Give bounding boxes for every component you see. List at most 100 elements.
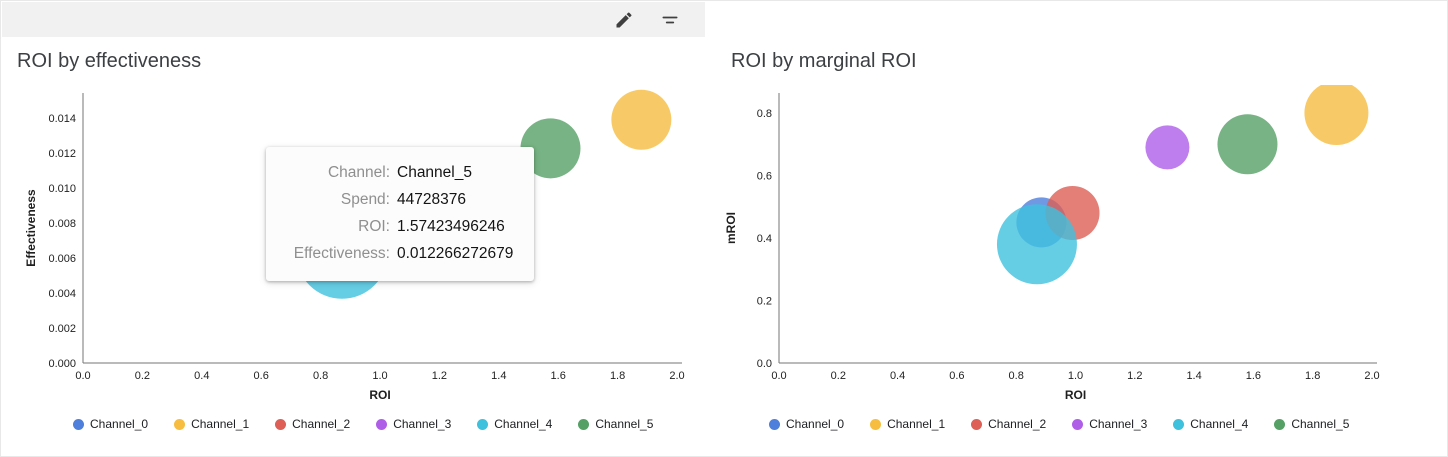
tooltip-label: ROI: [358, 218, 390, 235]
x-tick-label: 0.8 [1009, 370, 1024, 382]
x-tick-label: 1.6 [1246, 370, 1261, 382]
legend-label: Channel_4 [1190, 417, 1249, 431]
y-tick-label: 0.002 [48, 323, 76, 335]
y-tick-label: 0.8 [757, 108, 772, 120]
y-tick-label: 0.004 [48, 288, 76, 300]
legend-dot [769, 418, 780, 430]
x-tick-label: 0.6 [949, 370, 964, 382]
legend-label: Channel_2 [292, 417, 351, 431]
chart-card-roi-mroi: ROI by marginal ROI 0.0 0.2 0.4 0.6 0.8 1.0 1.… [705, 37, 1447, 456]
y-tick-label: 0.008 [48, 218, 76, 230]
tooltip-label: Effectiveness: [293, 245, 390, 262]
bubble-Channel_1[interactable] [1304, 85, 1369, 145]
x-axis-title: ROI [1065, 388, 1086, 402]
legend-label: Channel_5 [595, 417, 654, 431]
y-tick-label: 0.006 [48, 253, 76, 265]
bubble-Channel_5[interactable] [520, 118, 581, 179]
legend-item-Channel_1[interactable]: Channel_1 [174, 417, 249, 431]
chart-tooltip: Channel: Channel_5 Spend: 44728376 ROI: … [266, 147, 534, 281]
legend-dot [376, 418, 388, 430]
x-tick-label: 1.4 [491, 370, 506, 382]
legend-dot [73, 418, 84, 430]
x-tick-label: 1.6 [551, 370, 566, 382]
x-tick-label: 0.4 [194, 370, 209, 382]
legend-label: Channel_3 [393, 417, 452, 431]
legend-label: Channel_4 [494, 417, 553, 431]
legend-dot [971, 418, 983, 430]
legend-item-Channel_5[interactable]: Channel_5 [578, 417, 653, 431]
chart-title-roi-mroi: ROI by marginal ROI [731, 50, 917, 72]
x-tick-label: 1.8 [610, 370, 625, 382]
filter-icon[interactable] [657, 7, 683, 33]
bubble-Channel_5[interactable] [1217, 114, 1278, 175]
legend-label: Channel_0 [90, 417, 149, 431]
legend-item-Channel_0[interactable]: Channel_0 [769, 417, 844, 431]
bubble-Channel_3[interactable] [1145, 125, 1190, 170]
y-tick-label: 0.0 [757, 358, 772, 370]
x-tick-label: 1.0 [372, 370, 387, 382]
legend-roi-mroi: Channel_0 Channel_1 Channel_2 Channel_3 Chan… [769, 417, 1349, 431]
roi-mroi-chart: 0.0 0.2 0.4 0.6 0.8 1.0 1.2 1.4 1.6 1.8 2.0 0.0 0.2 0… [724, 85, 1380, 402]
y-axis-title: Effectiveness [24, 189, 38, 267]
legend-dot [1274, 418, 1286, 430]
legend-roi-effectiveness: Channel_0 Channel_1 Channel_2 Channel_3 Chan… [73, 417, 653, 431]
legend-label: Channel_3 [1089, 417, 1148, 431]
legend-item-Channel_2[interactable]: Channel_2 [275, 417, 350, 431]
y-tick-label: 0.014 [48, 113, 76, 125]
x-tick-label: 1.2 [1127, 370, 1142, 382]
y-tick-label: 0.012 [48, 148, 76, 160]
y-tick-label: 0.000 [48, 358, 76, 370]
legend-dot [174, 418, 186, 430]
x-tick-label: 1.4 [1186, 370, 1201, 382]
x-tick-label: 0.2 [135, 370, 150, 382]
y-tick-label: 0.2 [757, 296, 772, 308]
legend-label: Channel_5 [1291, 417, 1350, 431]
x-tick-label: 0.2 [831, 370, 846, 382]
tooltip-value: Channel_5 [397, 164, 472, 181]
x-tick-label: 1.8 [1305, 370, 1320, 382]
x-tick-label: 2.0 [669, 370, 684, 382]
bubble-Channel_1[interactable] [611, 89, 672, 150]
x-tick-label: 0.4 [890, 370, 905, 382]
legend-item-Channel_5[interactable]: Channel_5 [1274, 417, 1349, 431]
legend-label: Channel_1 [887, 417, 946, 431]
x-tick-label: 1.2 [432, 370, 447, 382]
tooltip-value: 0.012266272679 [397, 245, 514, 262]
x-tick-label: 2.0 [1364, 370, 1379, 382]
x-tick-label: 0.0 [771, 370, 786, 382]
chart-title-roi-effectiveness: ROI by effectiveness [17, 50, 202, 72]
x-tick-label: 0.6 [254, 370, 269, 382]
legend-item-Channel_2[interactable]: Channel_2 [971, 417, 1046, 431]
y-tick-label: 0.010 [48, 183, 76, 195]
x-tick-label: 0.0 [75, 370, 90, 382]
tooltip-label: Spend: [340, 191, 390, 208]
tooltip-label: Channel: [327, 164, 390, 181]
legend-label: Channel_0 [786, 417, 845, 431]
x-tick-label: 0.8 [313, 370, 328, 382]
legend-item-Channel_3[interactable]: Channel_3 [376, 417, 451, 431]
legend-item-Channel_4[interactable]: Channel_4 [1173, 417, 1248, 431]
tooltip-value: 1.57423496246 [397, 218, 505, 235]
legend-label: Channel_2 [988, 417, 1047, 431]
edit-icon[interactable] [611, 7, 637, 33]
legend-dot [477, 418, 489, 430]
legend-item-Channel_0[interactable]: Channel_0 [73, 417, 148, 431]
legend-dot [870, 418, 882, 430]
x-tick-label: 1.0 [1068, 370, 1083, 382]
legend-item-Channel_4[interactable]: Channel_4 [477, 417, 552, 431]
chart-toolbar [2, 2, 705, 37]
y-axis-title: mROI [724, 212, 738, 244]
legend-item-Channel_1[interactable]: Channel_1 [870, 417, 945, 431]
legend-dot [1173, 418, 1185, 430]
legend-label: Channel_1 [191, 417, 250, 431]
legend-dot [578, 418, 590, 430]
y-tick-label: 0.4 [757, 233, 772, 245]
bubble-Channel_4[interactable] [996, 204, 1077, 285]
y-tick-label: 0.6 [757, 171, 772, 183]
legend-dot [275, 418, 287, 430]
tooltip-value: 44728376 [397, 191, 466, 208]
x-axis-title: ROI [369, 388, 390, 402]
legend-dot [1072, 418, 1084, 430]
legend-item-Channel_3[interactable]: Channel_3 [1072, 417, 1147, 431]
